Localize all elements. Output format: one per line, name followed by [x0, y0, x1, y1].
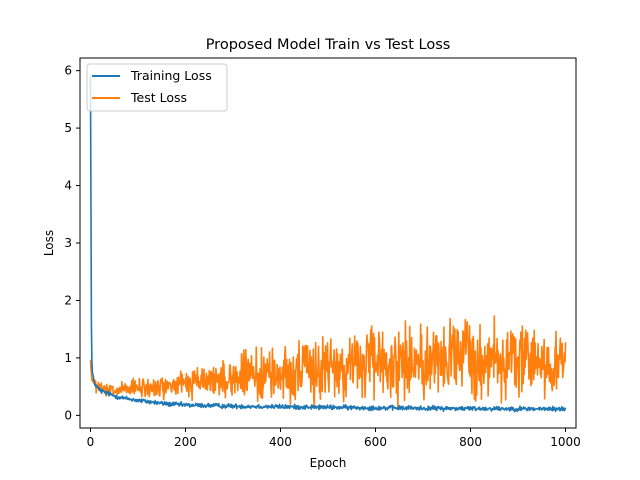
y-tick-label: 2 — [64, 293, 72, 307]
x-tick-label: 600 — [364, 435, 387, 449]
series-line-test-loss — [89, 315, 567, 410]
x-tick-label: 1000 — [550, 435, 581, 449]
series-line-training-loss — [89, 76, 567, 413]
y-tick-label: 1 — [64, 351, 72, 365]
y-tick-label: 0 — [64, 408, 72, 422]
y-tick-label: 6 — [64, 64, 72, 78]
y-axis-ticks: 0 1 2 3 4 5 6 — [64, 64, 80, 422]
x-tick-label: 400 — [269, 435, 292, 449]
plot-frame — [79, 57, 577, 429]
legend: Training Loss Test Loss — [86, 63, 228, 112]
y-tick-label: 4 — [64, 179, 72, 193]
y-tick-label: 3 — [64, 236, 72, 250]
x-axis-label: Epoch — [310, 456, 347, 470]
y-tick-label: 5 — [64, 121, 72, 135]
chart-title: Proposed Model Train vs Test Loss — [206, 37, 451, 53]
x-tick-label: 800 — [459, 435, 482, 449]
series-layer — [89, 76, 567, 413]
x-tick-label: 0 — [87, 435, 95, 449]
x-tick-label: 200 — [174, 435, 197, 449]
legend-label-training-loss: Training Loss — [130, 68, 212, 83]
legend-box — [86, 63, 228, 112]
x-axis-ticks: 0 200 400 600 800 1000 — [87, 428, 581, 449]
y-axis-label: Loss — [42, 230, 56, 256]
legend-label-test-loss: Test Loss — [130, 90, 187, 105]
